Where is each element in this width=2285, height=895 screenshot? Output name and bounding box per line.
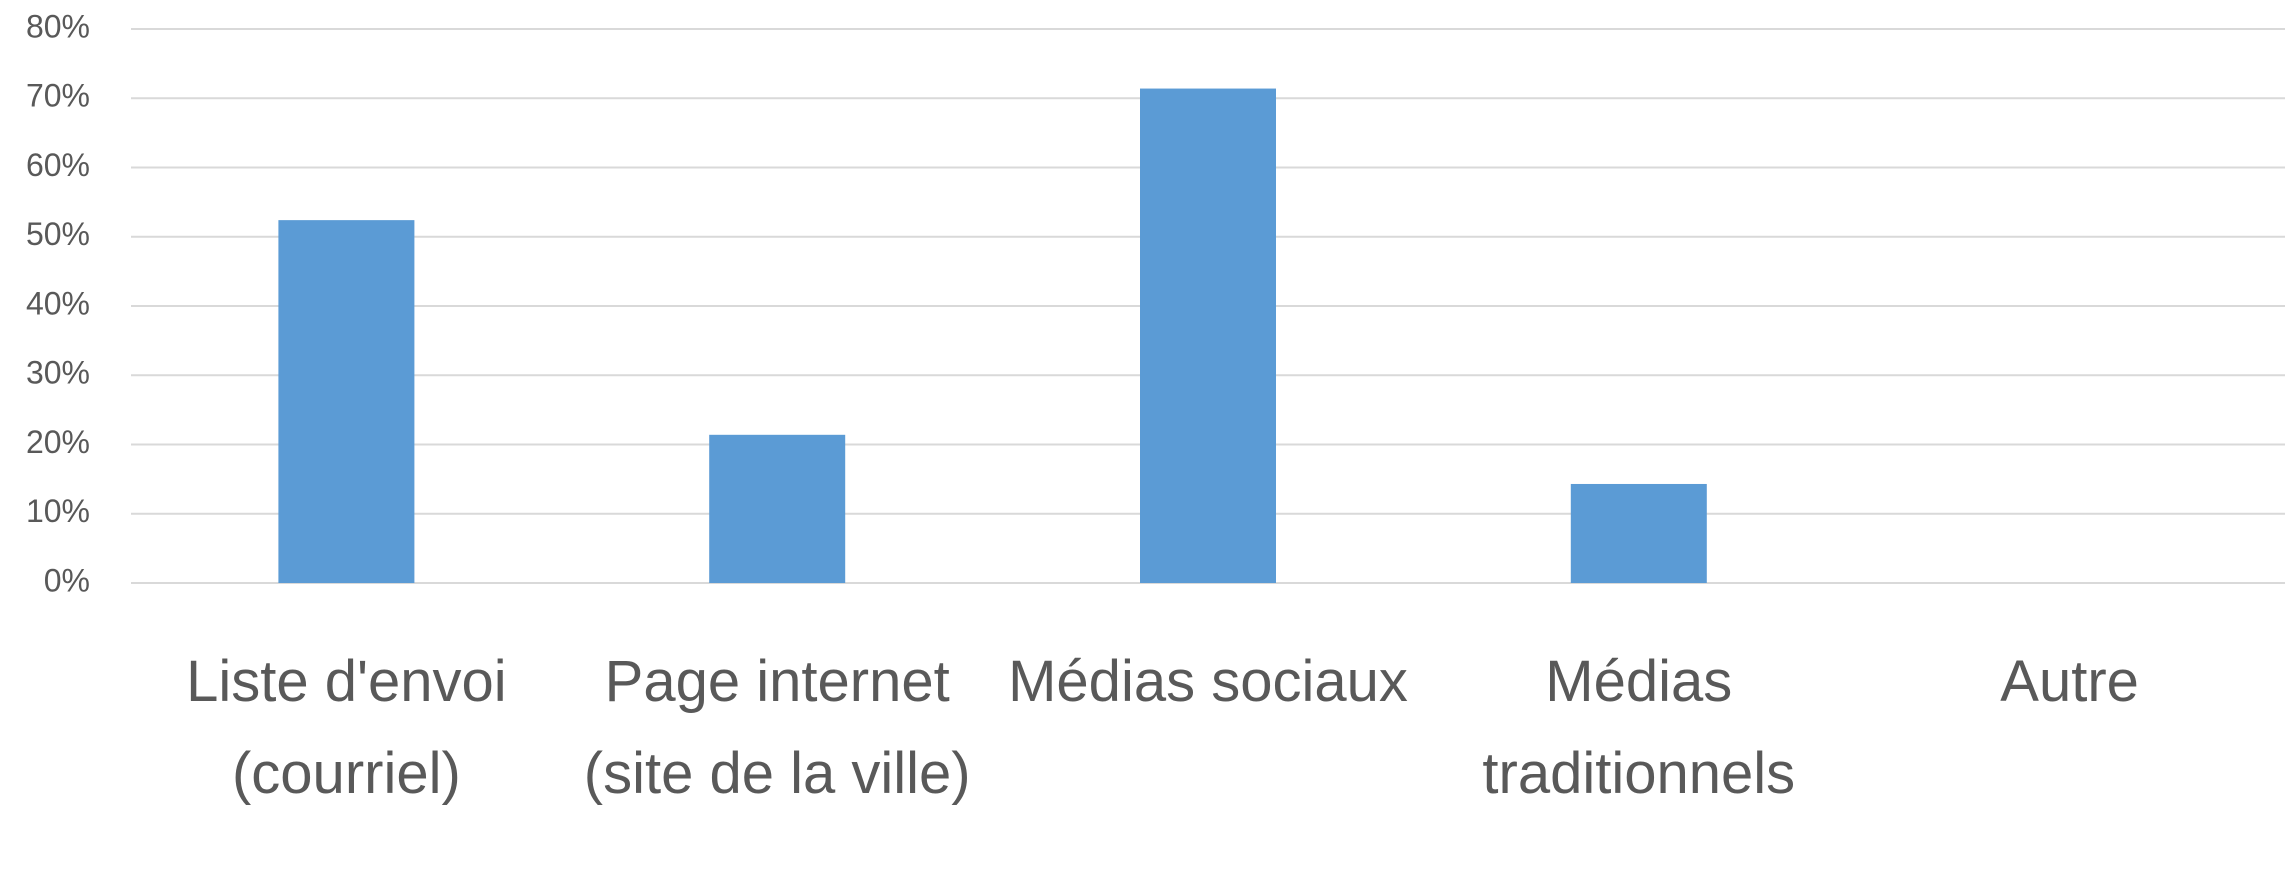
y-tick-label: 20% xyxy=(26,424,90,460)
x-tick-label: Liste d'envoi (courriel) xyxy=(186,649,507,806)
x-tick-label: Autre xyxy=(2000,649,2139,714)
x-tick-label: Médias sociaux xyxy=(1008,649,1408,714)
bar xyxy=(1140,88,1276,584)
y-tick-label: 70% xyxy=(26,78,90,114)
y-tick-label: 10% xyxy=(26,493,90,529)
y-tick-label: 60% xyxy=(26,147,90,183)
bar xyxy=(278,220,415,583)
y-tick-label: 80% xyxy=(26,8,90,44)
x-tick-label: Page internet (site de la ville) xyxy=(583,649,971,806)
y-tick-label: 40% xyxy=(26,285,90,321)
bar xyxy=(1570,483,1707,583)
x-tick-label: Médias traditionnels xyxy=(1482,649,1796,806)
y-tick-label: 30% xyxy=(26,355,90,391)
bar xyxy=(709,434,846,583)
y-tick-label: 0% xyxy=(44,562,90,598)
y-tick-label: 50% xyxy=(26,216,90,252)
